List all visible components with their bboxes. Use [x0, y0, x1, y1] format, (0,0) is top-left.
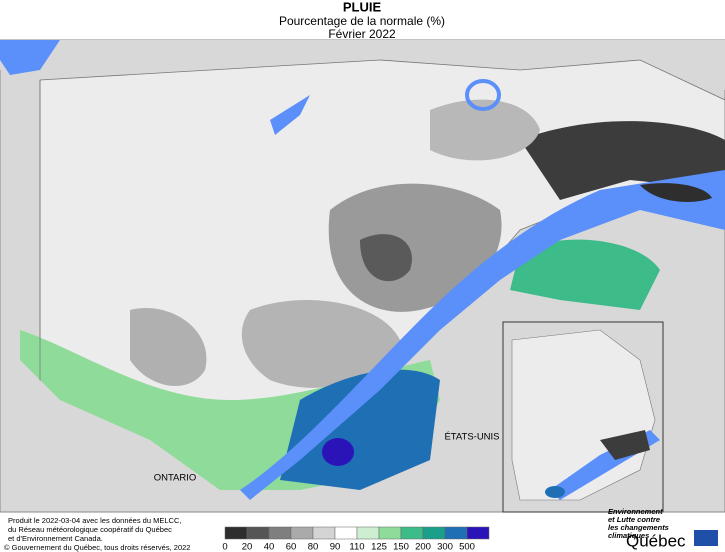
- label-ontario: ONTARIO: [154, 473, 197, 484]
- anticosti: [640, 183, 712, 202]
- gray-zone: [430, 99, 540, 161]
- gray-zone: [241, 300, 400, 388]
- credit-line: Produit le 2022-03-04 avec les données d…: [8, 516, 181, 525]
- legend-tick-label: 90: [330, 542, 341, 552]
- manicouagan: [465, 79, 501, 111]
- logo-text: les changements: [608, 523, 669, 532]
- legend-tick-label: 125: [371, 542, 387, 552]
- legend-tick-label: 500: [459, 542, 475, 552]
- logo-text: Environnement: [608, 507, 663, 516]
- legend-tick-label: 20: [242, 542, 253, 552]
- label-usa: ÉTATS-UNIS: [444, 432, 499, 443]
- title: PLUIE: [343, 0, 382, 14]
- legend-tick-label: 0: [222, 542, 227, 552]
- inset-blue: [545, 486, 565, 498]
- logo-name: Québec: [626, 531, 686, 550]
- blue-zone: [280, 369, 440, 490]
- date: Février 2022: [328, 27, 396, 41]
- gray-zone: [130, 308, 207, 387]
- logo-text: climatiques: [608, 531, 649, 540]
- credit-line: et d'Environnement Canada.: [8, 534, 103, 543]
- legend-swatch: [378, 526, 402, 540]
- north-land: [0, 40, 725, 90]
- inset-dark: [600, 430, 650, 460]
- legend-tick-label: 150: [393, 542, 409, 552]
- lake: [270, 95, 310, 135]
- legend-tick-label: 110: [349, 542, 364, 552]
- legend-swatch: [246, 526, 270, 540]
- dark-zone: [360, 234, 412, 282]
- legend-swatch: [224, 526, 248, 540]
- gray-zone: [328, 183, 502, 312]
- logo-text: et Lutte contre: [608, 515, 660, 524]
- copyright: © Gouvernement du Québec, tous droits ré…: [4, 543, 190, 552]
- subtitle: Pourcentage de la normale (%): [279, 14, 445, 28]
- legend-swatch: [422, 526, 446, 540]
- legend-tick-label: 80: [308, 542, 319, 552]
- legend-swatch: [290, 526, 314, 540]
- legend-swatch: [268, 526, 292, 540]
- legend: 0 20 40 60 80 90 110 125 150 200 300 500: [222, 526, 490, 552]
- logo-flag: [694, 530, 718, 546]
- credit-line: du Réseau météorologique coopératif du Q…: [8, 525, 172, 534]
- legend-swatch: [444, 526, 468, 540]
- footer: Produit le 2022-03-04 avec les données d…: [4, 507, 718, 552]
- legend-swatch: [356, 526, 380, 540]
- legend-tick-label: 300: [437, 542, 453, 552]
- legend-tick-label: 40: [264, 542, 275, 552]
- legend-swatch: [400, 526, 424, 540]
- st-lawrence: [240, 170, 725, 500]
- green-zone: [510, 239, 660, 310]
- map: ONTARIO ÉTATS-UNIS: [0, 39, 725, 513]
- legend-swatch: [466, 526, 490, 540]
- legend-swatch: [334, 526, 358, 540]
- inset: [502, 321, 664, 513]
- legend-swatch: [312, 526, 336, 540]
- legend-tick-label: 200: [415, 542, 431, 552]
- hudson-bay: [0, 40, 60, 75]
- max-zone: [322, 438, 354, 466]
- legend-tick-label: 60: [286, 542, 297, 552]
